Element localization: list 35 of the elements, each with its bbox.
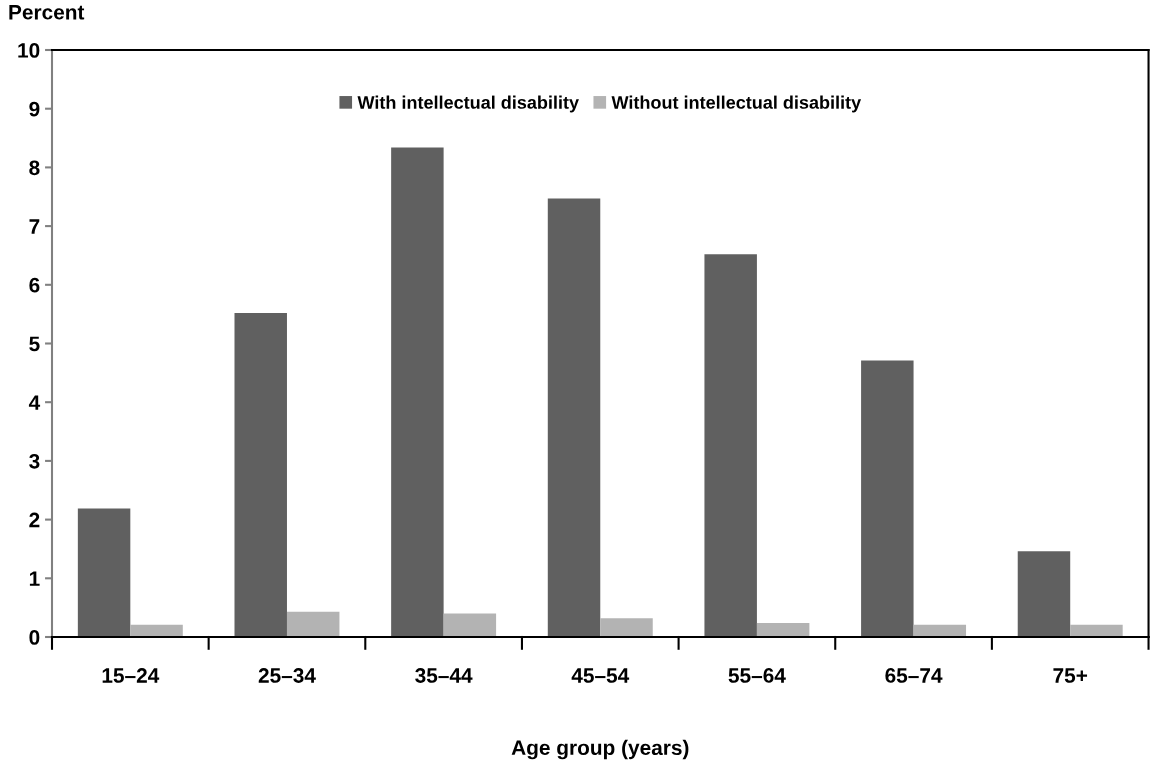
- y-tick-label: 4: [28, 395, 41, 410]
- y-tick-label: 0: [29, 630, 40, 645]
- x-axis-title: Age group (years): [511, 739, 689, 760]
- y-tick-label: 1: [29, 571, 40, 586]
- x-tick-label: 15–24: [102, 668, 160, 683]
- bar: [77, 508, 131, 637]
- y-tick-label: 8: [29, 160, 40, 176]
- bar: [234, 312, 287, 637]
- bar: [704, 254, 757, 637]
- x-tick-label: 45–54: [571, 668, 630, 683]
- y-tick-label: 10: [18, 43, 40, 58]
- y-tick-label: 5: [29, 336, 40, 352]
- bar: [547, 198, 601, 637]
- bar: [391, 147, 444, 637]
- bar: [286, 611, 340, 637]
- legend-label: With intellectual disability: [357, 95, 579, 113]
- bar: [130, 624, 183, 637]
- bar: [1070, 624, 1123, 637]
- x-tick-label: 75+: [1053, 668, 1088, 683]
- bar: [600, 618, 653, 637]
- y-tick-label: 2: [29, 512, 40, 528]
- x-tick-label: 35–44: [415, 668, 473, 683]
- y-tick-label: 9: [29, 101, 40, 117]
- y-tick-label: 6: [29, 277, 40, 293]
- bar: [861, 360, 914, 637]
- x-tick-label: 55–64: [728, 668, 786, 683]
- bar: [1017, 551, 1071, 637]
- legend-label: Without intellectual disability: [611, 95, 862, 113]
- y-tick-label: 7: [29, 219, 40, 234]
- y-axis-title: Percent: [9, 5, 85, 20]
- x-tick-label: 25–34: [258, 668, 316, 683]
- y-tick-label: 3: [29, 453, 40, 469]
- x-tick-label: 65–74: [885, 668, 943, 683]
- bar: [443, 613, 497, 637]
- bar: [756, 622, 810, 637]
